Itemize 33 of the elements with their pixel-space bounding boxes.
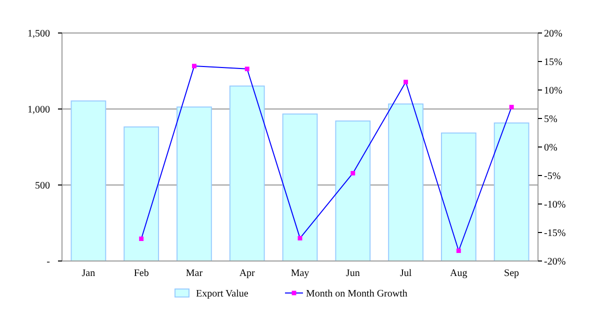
y2-tick-label: 0%	[544, 142, 558, 154]
bar	[335, 120, 371, 262]
x-tick-label: Mar	[186, 268, 204, 279]
x-tick-label: Jun	[346, 268, 360, 279]
y-tick-label: -	[46, 256, 50, 268]
y-tick-label: 500	[35, 180, 50, 192]
y2-tick-label: -10%	[544, 200, 566, 210]
bar	[70, 100, 106, 262]
y2-tick-label: -20%	[544, 256, 566, 268]
bar	[176, 106, 212, 262]
y-tick-label: 1,000	[28, 104, 50, 116]
y2-tick-label: -15%	[544, 228, 566, 239]
x-tick-label: Sep	[504, 268, 520, 279]
x-tick-label: Jan	[82, 268, 96, 279]
bar	[440, 132, 476, 262]
y2-tick-label: 10%	[544, 86, 562, 96]
bar	[388, 103, 424, 262]
y-tick-label: 1,500	[28, 28, 50, 40]
y2-tick-label: 5%	[544, 114, 558, 125]
y2-tick-label: 20%	[544, 28, 562, 40]
bar	[124, 126, 160, 262]
legend-label: Export Value	[196, 288, 249, 300]
legend-label: Month on Month Growth	[306, 288, 408, 300]
y2-tick-label: -5%	[544, 171, 561, 182]
x-tick-label: May	[290, 268, 310, 279]
x-tick-label: Jul	[400, 268, 412, 279]
x-tick-label: Apr	[239, 268, 256, 279]
x-tick-label: Aug	[450, 268, 468, 279]
x-tick-label: Feb	[134, 268, 149, 279]
bar	[494, 122, 530, 262]
bar	[282, 114, 318, 262]
bar	[229, 86, 265, 262]
y2-tick-label: 15%	[544, 57, 562, 68]
